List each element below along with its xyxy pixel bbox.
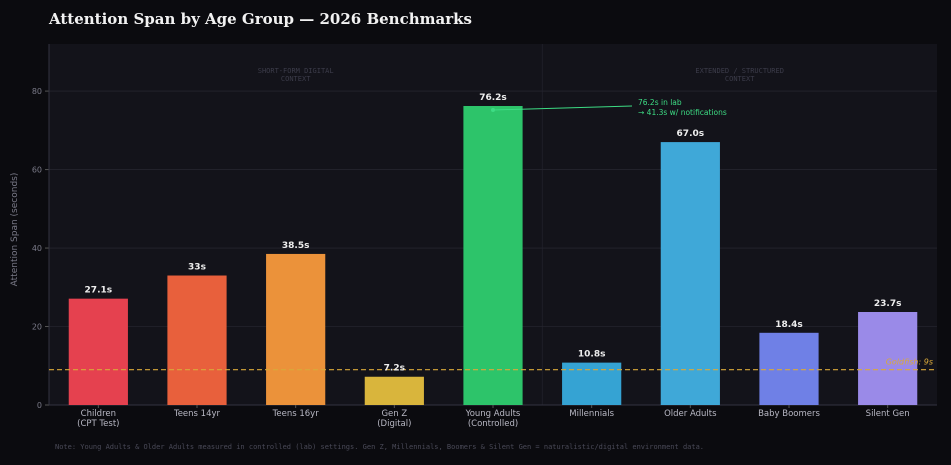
bar-6	[660, 142, 720, 405]
value-label-6: 67.0s	[677, 129, 705, 139]
value-label-7: 18.4s	[775, 320, 803, 330]
bar-0	[68, 298, 128, 405]
x-tick-label-3: Gen Z	[381, 409, 407, 419]
value-label-4: 76.2s	[479, 93, 507, 103]
x-tick-label-0: Children	[81, 409, 116, 419]
bar-5	[562, 362, 622, 405]
x-tick-label-7: Baby Boomers	[758, 409, 820, 419]
y-tick-label: 20	[32, 323, 42, 332]
value-label-8: 23.7s	[874, 299, 902, 309]
value-label-1: 33s	[188, 263, 206, 273]
bar-2	[266, 253, 326, 405]
region-label-1: CONTEXT	[725, 75, 755, 83]
annotation-text: → 41.3s w/ notifications	[638, 108, 727, 117]
x-tick-label-4: (Controlled)	[468, 419, 518, 429]
x-tick-label-6: Older Adults	[664, 409, 717, 419]
x-tick-label-3: (Digital)	[377, 419, 411, 429]
goldfish-label: Goldfish: 9s	[886, 358, 933, 367]
y-tick-label: 60	[32, 166, 42, 175]
region-label-1: EXTENDED / STRUCTURED	[695, 67, 784, 75]
region-label-0: CONTEXT	[281, 75, 311, 83]
y-tick-label: 80	[32, 87, 42, 96]
y-tick-label: 40	[32, 244, 42, 253]
bar-7	[759, 332, 819, 405]
annotation-text: 76.2s in lab	[638, 98, 682, 107]
y-tick-label: 0	[37, 401, 42, 410]
x-tick-label-0: (CPT Test)	[77, 419, 119, 429]
value-label-2: 38.5s	[282, 241, 310, 251]
x-tick-label-8: Silent Gen	[866, 409, 910, 419]
x-tick-label-2: Teens 16yr	[272, 409, 320, 419]
region-label-0: SHORT-FORM DIGITAL	[258, 67, 334, 75]
annotation-arrowhead	[491, 107, 495, 112]
annotation-arrow	[492, 105, 633, 111]
y-axis-label: Attention Span (seconds)	[10, 173, 20, 287]
x-tick-label-5: Millennials	[569, 409, 614, 419]
chart-footnote: Note: Young Adults & Older Adults measur…	[55, 443, 705, 451]
value-label-5: 10.8s	[578, 350, 606, 360]
chart-title: Attention Span by Age Group — 2026 Bench…	[49, 10, 472, 28]
bar-3	[364, 376, 424, 405]
value-label-0: 27.1s	[85, 286, 113, 296]
bar-8	[858, 312, 918, 405]
bar-1	[167, 275, 227, 405]
bar-4	[463, 105, 523, 405]
value-label-3: 7.2s	[384, 364, 405, 374]
x-tick-label-1: Teens 14yr	[173, 409, 221, 419]
x-tick-label-4: Young Adults	[465, 409, 521, 419]
